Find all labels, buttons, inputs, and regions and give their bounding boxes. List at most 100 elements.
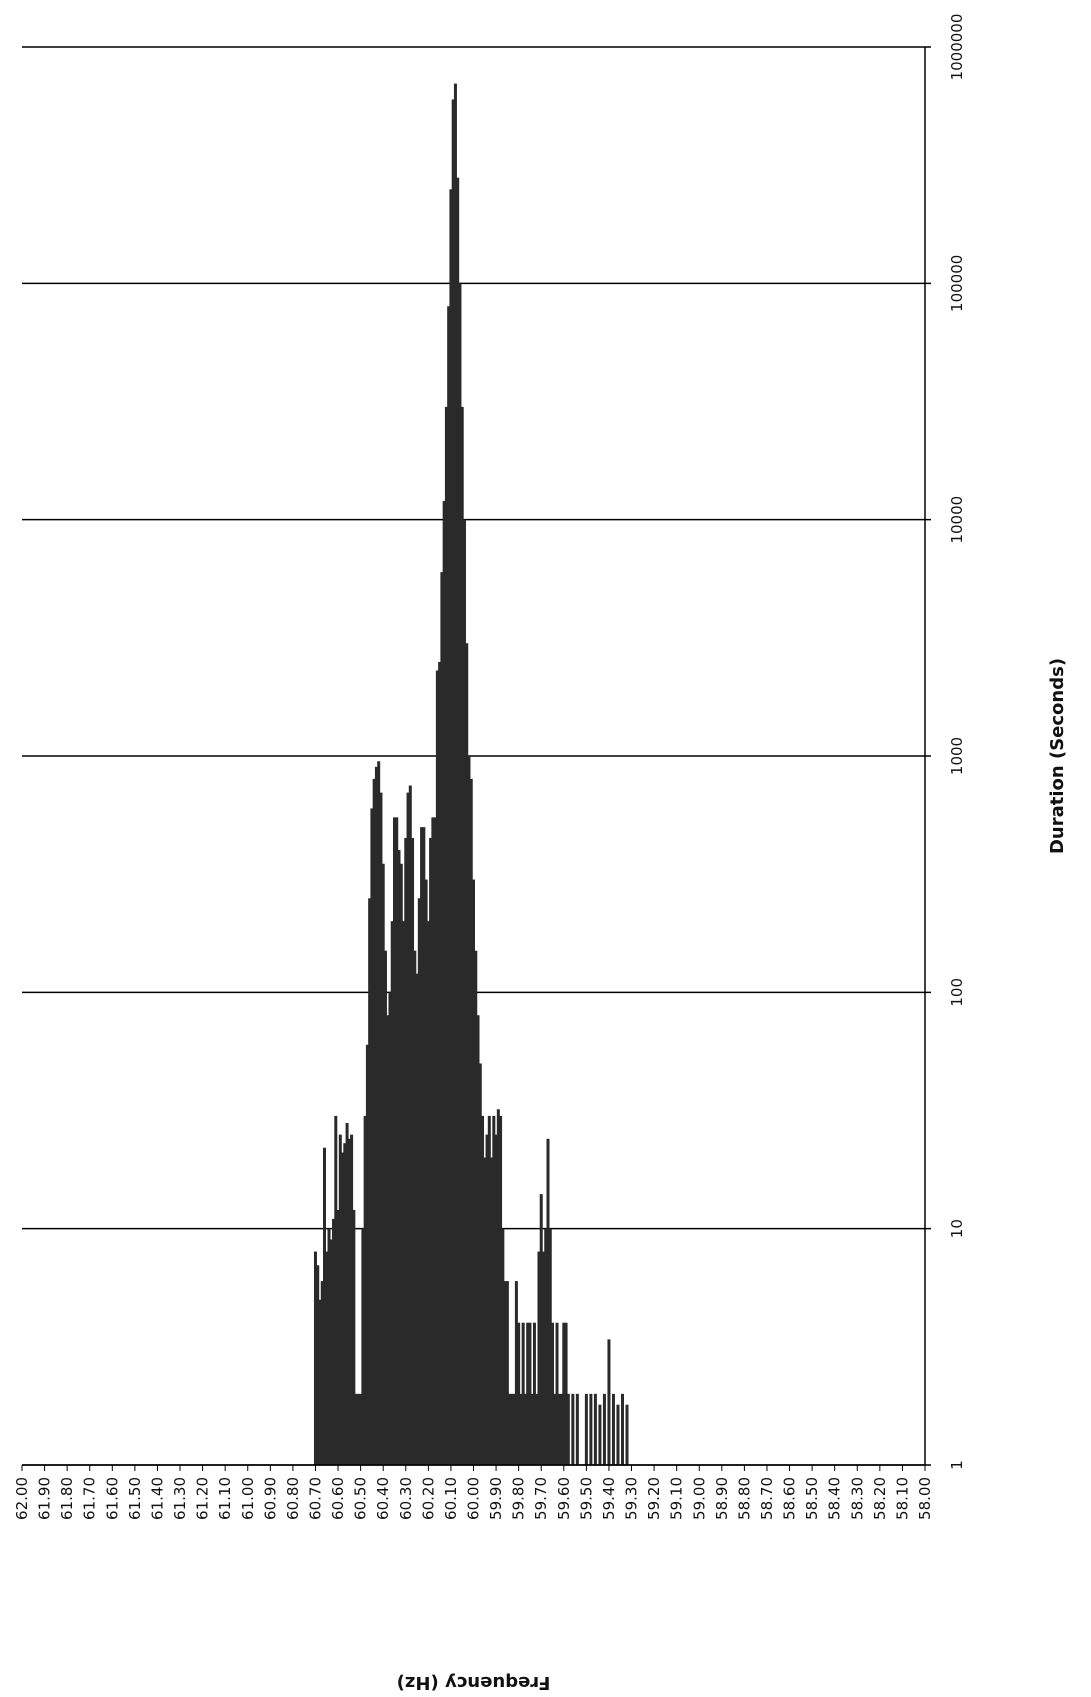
frequency-bar	[469, 778, 473, 1465]
frequency-bar	[426, 921, 430, 1465]
frequency-bar	[611, 1393, 615, 1465]
frequency-tick-label: 60.80	[284, 1477, 302, 1520]
frequency-bar	[528, 1322, 532, 1465]
frequency-bar	[372, 778, 376, 1465]
frequency-bar	[478, 1063, 482, 1465]
frequency-bar	[415, 973, 419, 1465]
frequency-bar	[494, 1134, 498, 1465]
frequency-tick-label: 61.30	[171, 1477, 189, 1520]
frequency-tick-label: 58.80	[735, 1477, 753, 1520]
frequency-bar	[431, 817, 435, 1465]
frequency-bar	[433, 817, 437, 1465]
frequency-tick-label: 60.40	[374, 1477, 392, 1520]
frequency-ticks: 62.00 61.90 61.80 61.70 61.60 61.50 61.40 61.30…	[13, 1465, 934, 1520]
frequency-tick-label: 58.30	[848, 1477, 866, 1520]
frequency-bar	[530, 1393, 534, 1465]
frequency-bar	[329, 1239, 333, 1465]
frequency-tick-label: 59.00	[690, 1477, 708, 1520]
duration-axis-title: Duration (Seconds)	[1047, 658, 1068, 854]
frequency-bar	[625, 1404, 629, 1465]
frequency-bar	[386, 1015, 390, 1465]
frequency-bar	[519, 1393, 523, 1465]
duration-tick-label: 100000	[948, 255, 966, 312]
duration-ticks: 1 10 100 1000 10000 100000 1000000	[948, 14, 966, 1470]
frequency-bar	[438, 661, 442, 1465]
frequency-bar	[566, 1393, 570, 1465]
frequency-bar	[383, 950, 387, 1465]
frequency-tick-label: 60.90	[261, 1477, 279, 1520]
frequency-bar	[476, 1015, 480, 1465]
frequency-bar	[345, 1122, 349, 1465]
frequency-bar	[541, 1251, 545, 1465]
frequency-bar	[420, 827, 424, 1465]
frequency-bar	[447, 306, 451, 1466]
frequency-bar	[316, 1265, 320, 1465]
frequency-bar	[490, 1157, 494, 1465]
frequency-bar	[435, 670, 439, 1465]
frequency-bar	[514, 1281, 518, 1465]
frequency-bar	[499, 1115, 503, 1465]
frequency-bar	[467, 756, 471, 1465]
frequency-bar	[589, 1393, 593, 1465]
frequency-tick-label: 62.00	[13, 1477, 31, 1520]
frequency-bar	[379, 792, 383, 1465]
frequency-bar	[323, 1147, 327, 1465]
frequency-bar	[453, 83, 457, 1465]
frequency-bar	[521, 1322, 525, 1465]
duration-tick-label: 10	[948, 1219, 966, 1238]
frequency-bar	[503, 1281, 507, 1465]
frequency-bar	[532, 1322, 536, 1465]
duration-tick-label: 1000	[948, 737, 966, 775]
duration-tick-label: 1000000	[948, 14, 966, 81]
frequency-tick-label: 60.60	[329, 1477, 347, 1520]
frequency-bar	[474, 950, 478, 1465]
frequency-tick-label: 59.80	[510, 1477, 528, 1520]
frequency-bar	[388, 992, 392, 1465]
frequency-bar	[359, 1393, 363, 1465]
frequency-bar	[544, 1228, 548, 1465]
frequency-bar	[417, 898, 421, 1465]
frequency-tick-label: 61.40	[148, 1477, 166, 1520]
frequency-bar	[458, 283, 462, 1465]
frequency-tick-label: 61.00	[239, 1477, 257, 1520]
frequency-bar	[365, 1044, 369, 1465]
frequency-bar	[411, 837, 415, 1465]
frequency-bar	[408, 785, 412, 1465]
frequency-tick-label: 61.20	[194, 1477, 212, 1520]
frequency-bar	[505, 1281, 509, 1465]
frequency-bar	[361, 1228, 365, 1465]
frequency-tick-label: 61.80	[58, 1477, 76, 1520]
frequency-bar	[363, 1115, 367, 1465]
frequency-bar	[492, 1115, 496, 1465]
frequency-tick-label: 58.20	[871, 1477, 889, 1520]
frequency-tick-label: 58.90	[713, 1477, 731, 1520]
frequency-bar	[354, 1393, 358, 1465]
frequency-bar	[481, 1115, 485, 1465]
frequency-bar	[404, 837, 408, 1465]
frequency-bar	[555, 1322, 559, 1465]
frequency-tick-label: 58.70	[758, 1477, 776, 1520]
frequency-bar	[496, 1109, 500, 1465]
frequency-tick-label: 59.30	[623, 1477, 641, 1520]
frequency-bar	[620, 1393, 624, 1465]
frequency-bar	[548, 1228, 552, 1465]
frequency-bar	[390, 921, 394, 1465]
frequency-tick-label: 60.20	[419, 1477, 437, 1520]
frequency-bar	[368, 898, 372, 1465]
frequency-bar	[402, 921, 406, 1465]
frequency-bar	[512, 1393, 516, 1465]
frequency-bar	[352, 1209, 356, 1465]
frequency-tick-label: 59.60	[555, 1477, 573, 1520]
frequency-bar	[584, 1393, 588, 1465]
duration-tick-label: 10000	[948, 496, 966, 544]
frequency-bar	[320, 1281, 324, 1465]
frequency-bar	[551, 1322, 555, 1465]
frequency-bar	[593, 1393, 597, 1465]
frequency-bar	[517, 1322, 521, 1465]
frequency-bar	[392, 817, 396, 1465]
frequency-bar	[336, 1209, 340, 1465]
frequency-bar	[462, 519, 466, 1465]
frequency-bar	[557, 1393, 561, 1465]
frequency-bar	[444, 406, 448, 1466]
